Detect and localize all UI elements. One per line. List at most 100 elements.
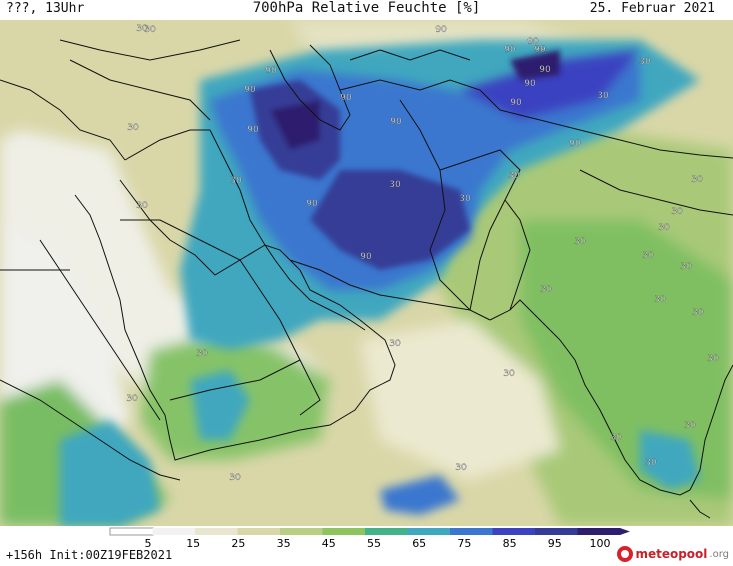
contour-label: 30 xyxy=(508,171,520,181)
map-title: 700hPa Relative Feuchte [%] xyxy=(252,0,481,16)
colorbar-label: 65 xyxy=(412,537,426,548)
colorbar-swatches xyxy=(109,527,630,536)
contour-label: 30 xyxy=(642,251,654,261)
contour-label: 30 xyxy=(645,458,657,468)
coastline-blacksea xyxy=(59,39,241,61)
contour-label: 30 xyxy=(691,175,703,185)
border-syria xyxy=(124,129,210,161)
contour-label: 30 xyxy=(503,369,515,379)
contour-label: 30 xyxy=(455,463,467,473)
border-afghan-pak xyxy=(439,149,521,311)
border-nepal xyxy=(579,169,733,216)
colorbar-swatch xyxy=(109,527,154,536)
map-footer: 5 15 25 35 45 55 65 75 85 95 100 +156h Init:00Z19F… xyxy=(0,526,733,566)
humidity-field xyxy=(0,20,733,526)
field-cyan-africa xyxy=(60,420,160,526)
colorbar-swatch xyxy=(152,528,196,535)
coastline-arabia xyxy=(74,179,396,461)
coastline-caspian xyxy=(269,44,351,131)
contour-label: 30 xyxy=(540,285,552,295)
contour-label: 90 xyxy=(360,252,372,262)
colorbar: 5 15 25 35 45 55 65 75 85 95 100 xyxy=(109,527,630,548)
colorbar-swatch xyxy=(450,528,493,535)
border-iran-iraq xyxy=(209,129,266,246)
field-purple-sub xyxy=(510,50,560,80)
contour-label: 30 xyxy=(136,201,148,211)
contour-label: 30 xyxy=(680,262,692,272)
border-china xyxy=(499,109,733,159)
contour-label: 90 xyxy=(306,199,318,209)
field-blue-north xyxy=(460,50,640,120)
colorbar-label: 75 xyxy=(457,537,471,548)
colorbar-label: 55 xyxy=(367,537,381,548)
contour-labels: 30 90909090909090303090909030909090303090… xyxy=(126,24,719,483)
contour-label: 90 xyxy=(390,117,402,127)
contour-label: 90 xyxy=(244,85,256,95)
meteopool-brand[interactable]: meteopool .org xyxy=(617,546,729,562)
contour-label: 30 xyxy=(684,421,696,431)
colorbar-label: 35 xyxy=(277,537,291,548)
contour-label: 30 xyxy=(707,354,719,364)
contour-label: 90 xyxy=(527,37,539,47)
contour-label: 90 xyxy=(265,66,277,76)
coastline-mediterranean xyxy=(0,79,126,161)
contour-label: 90 xyxy=(510,98,522,108)
field-light-india xyxy=(360,320,560,480)
field-cyan-yemen xyxy=(190,370,250,440)
colorbar-swatch xyxy=(577,528,621,535)
brand-name: meteopool xyxy=(635,547,708,561)
coastline-gulf xyxy=(264,244,366,331)
contour-label: 30 xyxy=(136,24,148,34)
field-cyan-sea xyxy=(380,475,460,515)
colorbar-label: 85 xyxy=(503,537,517,548)
border-sri xyxy=(689,499,711,519)
contour-label: 90 xyxy=(340,93,352,103)
contour-label: 30 xyxy=(389,180,401,190)
border-central-asia xyxy=(349,49,471,61)
contour-label: 30 xyxy=(610,433,622,443)
colorbar-labels: 5 15 25 35 45 55 65 75 85 95 100 xyxy=(145,537,611,548)
colorbar-swatch xyxy=(195,528,238,535)
field-purple-mid xyxy=(270,100,320,150)
field-purple-east xyxy=(310,170,470,270)
field-green-mid xyxy=(520,220,733,500)
coastline-pakistan xyxy=(489,299,561,341)
colorbar-swatch xyxy=(407,528,451,535)
border-pak-india xyxy=(504,199,531,311)
contour-label: 30 xyxy=(144,25,156,35)
border-saudi xyxy=(120,219,321,416)
contour-label: 30 xyxy=(229,473,241,483)
run-info: +156h Init:00Z19FEB2021 xyxy=(6,548,173,562)
contour-label: 90 xyxy=(524,79,536,89)
humidity-map: 30 90909090909090303090909030909090303090… xyxy=(0,20,733,526)
coastline-iran-south xyxy=(289,259,491,321)
contour-label: 30 xyxy=(639,57,651,67)
colorbar-swatch xyxy=(322,528,366,535)
colorbar-end-arrow xyxy=(620,528,630,535)
contour-label: 30 xyxy=(127,123,139,133)
contour-label: 90 xyxy=(539,65,551,75)
contour-label: 30 xyxy=(389,339,401,349)
border-turkmen xyxy=(339,79,501,111)
colorbar-label: 15 xyxy=(186,537,200,548)
border-turkey xyxy=(69,59,211,121)
contour-label: 30 xyxy=(230,176,242,186)
contour-label: 30 xyxy=(126,394,138,404)
field-cyan-india xyxy=(640,430,700,490)
contour-label: 99 xyxy=(534,45,546,55)
contour-label: 90 xyxy=(247,125,259,135)
meteopool-logo-icon xyxy=(617,546,634,562)
valid-date: 25. Februar 2021 xyxy=(589,1,715,16)
valid-time: ???, 13Uhr xyxy=(6,1,85,16)
colorbar-swatch xyxy=(535,528,578,535)
contour-label: 30 xyxy=(671,207,683,217)
coastline-india-west xyxy=(559,339,691,496)
contour-label: 90 xyxy=(504,45,516,55)
colorbar-swatch xyxy=(237,528,281,535)
colorbar-swatch xyxy=(280,528,323,535)
colorbar-swatch xyxy=(492,528,536,535)
contour-label: 30 xyxy=(459,194,471,204)
colorbar-label: 5 xyxy=(145,537,152,548)
map-header: ???, 13Uhr 700hPa Relative Feuchte [%] 2… xyxy=(0,0,733,20)
contour-label: 30 xyxy=(196,349,208,359)
